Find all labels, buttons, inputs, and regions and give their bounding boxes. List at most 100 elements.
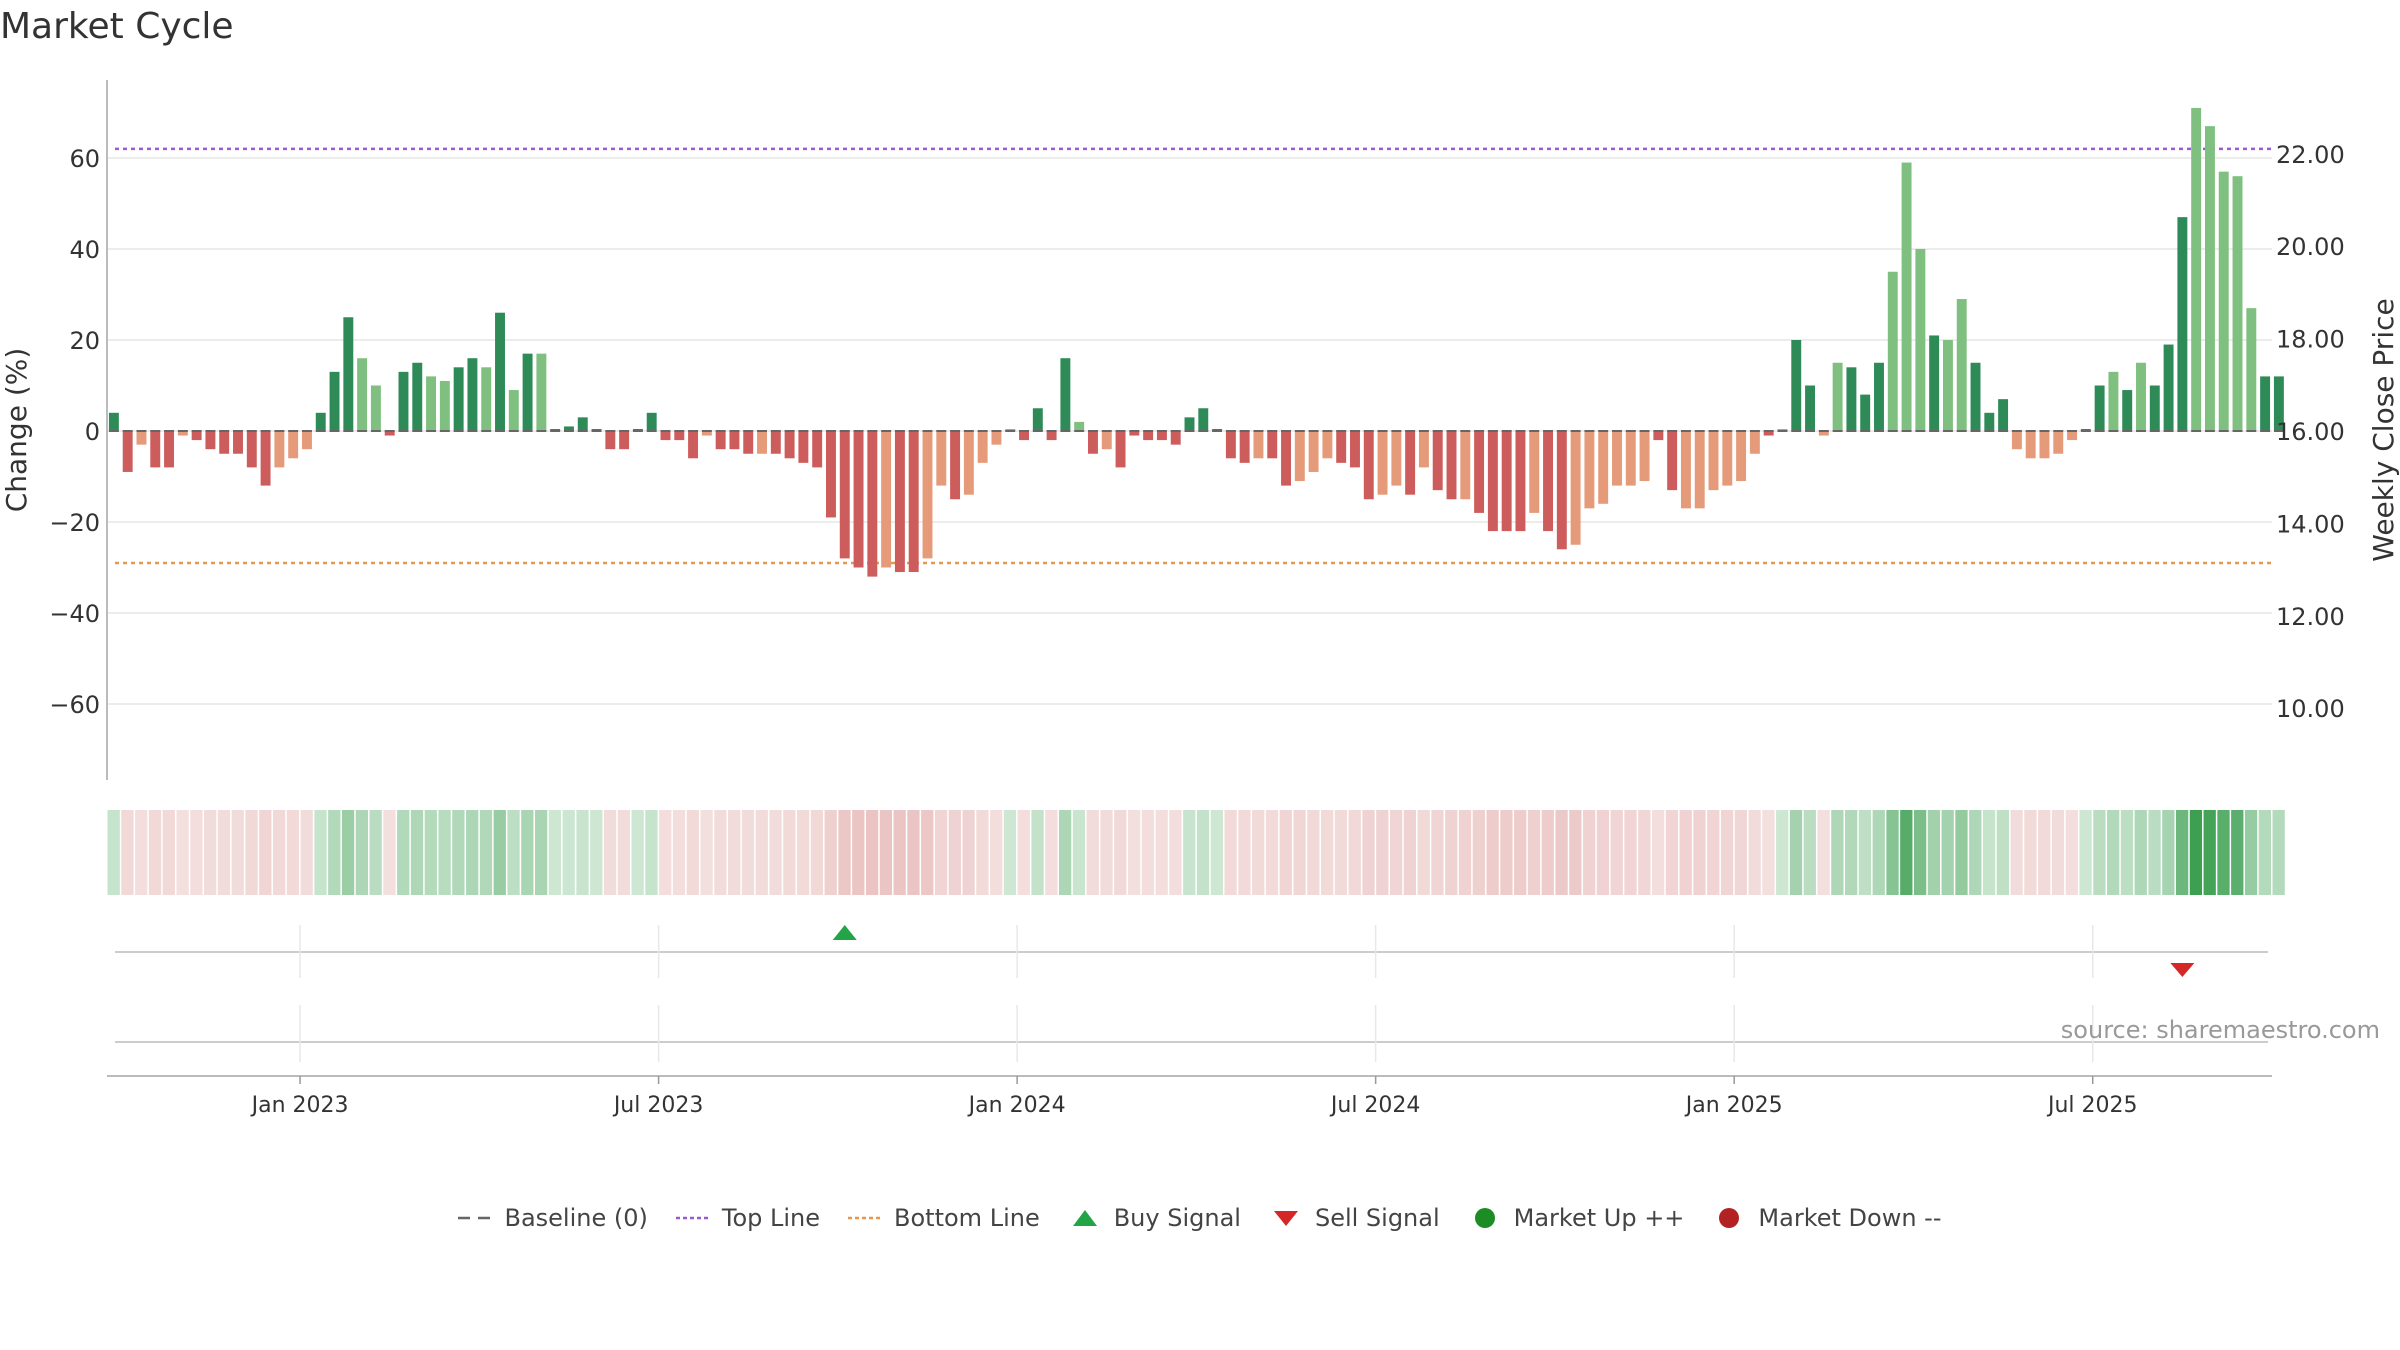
bar xyxy=(1942,340,1953,431)
y-tick-label: 0 xyxy=(85,418,100,446)
bar xyxy=(2246,308,2257,431)
bar xyxy=(453,367,464,431)
bar xyxy=(1239,431,1250,463)
bar xyxy=(2218,171,2229,431)
strip-cell xyxy=(631,810,644,895)
bar xyxy=(2273,376,2284,431)
strip-cell xyxy=(934,810,948,895)
bar xyxy=(1391,431,1402,486)
bar xyxy=(674,431,685,441)
y-axis-label: Change (%) xyxy=(0,348,33,513)
legend-label-buy: Buy Signal xyxy=(1113,1204,1241,1232)
x-tick-label: Jan 2025 xyxy=(1684,1093,1783,1118)
strip-cell xyxy=(2120,810,2134,895)
bar xyxy=(1281,431,1291,486)
strip-cell xyxy=(2272,810,2285,895)
y2-tick-label: 10.00 xyxy=(2276,695,2345,723)
strip-cell xyxy=(1514,810,1527,895)
bar xyxy=(1970,362,1981,431)
bar xyxy=(150,431,161,468)
bar xyxy=(1074,421,1085,431)
bar xyxy=(219,431,230,454)
strip-cell xyxy=(1982,810,1996,895)
bar xyxy=(288,431,299,459)
bar xyxy=(1405,431,1416,495)
bar xyxy=(2011,431,2022,450)
bar xyxy=(1956,299,1967,431)
bar xyxy=(1680,431,1691,509)
strip-cell xyxy=(383,810,396,895)
strip-cell xyxy=(1114,810,1127,895)
strip-cell xyxy=(452,810,465,895)
bar xyxy=(481,367,492,431)
strip-cell xyxy=(1224,810,1237,895)
bar xyxy=(329,371,340,431)
strip-cell xyxy=(231,810,244,895)
strip-cell xyxy=(576,810,589,895)
legend-label-sell: Sell Signal xyxy=(1314,1204,1440,1232)
strip-cell xyxy=(2134,810,2147,895)
bar xyxy=(1294,431,1305,482)
strip-cell xyxy=(1776,810,1789,895)
legend-label-baseline: Baseline (0) xyxy=(504,1204,648,1232)
strip-cell xyxy=(865,810,879,895)
strip-cell xyxy=(1596,810,1610,895)
strip-cell xyxy=(2065,810,2078,895)
bar xyxy=(894,431,905,573)
strip-cell xyxy=(1127,810,1141,895)
bar xyxy=(2149,385,2160,431)
bar xyxy=(315,412,326,431)
strip-cell xyxy=(700,810,713,895)
bar xyxy=(853,431,864,568)
bar xyxy=(191,431,202,441)
strip-cell xyxy=(1817,810,1830,895)
strip-cell xyxy=(438,810,451,895)
bar xyxy=(1832,362,1843,431)
strip-cell xyxy=(493,810,506,895)
bar xyxy=(812,431,823,468)
strip-cell xyxy=(1307,810,1320,895)
strip-cell xyxy=(728,810,741,895)
strip-cell xyxy=(1003,810,1017,895)
strip-cell xyxy=(479,810,493,895)
strip-cell xyxy=(948,810,961,895)
bar xyxy=(1377,431,1388,495)
bar xyxy=(1887,271,1898,431)
bar xyxy=(1115,431,1126,468)
strip-cell xyxy=(1031,810,1044,895)
strip-cell xyxy=(300,810,313,895)
bar xyxy=(839,431,850,559)
strip-cell xyxy=(548,810,562,895)
bar xyxy=(260,431,271,486)
strip-cell xyxy=(521,810,534,895)
strip-cell xyxy=(1803,810,1816,895)
bar xyxy=(2039,431,2050,459)
strip-cell xyxy=(1389,810,1403,895)
strip-cell xyxy=(1017,810,1030,895)
strip-cell xyxy=(259,810,272,895)
legend-swatch-down xyxy=(1719,1208,1740,1228)
y2-tick-label: 22.00 xyxy=(2276,141,2345,169)
bar xyxy=(1694,431,1705,509)
strip-cell xyxy=(1541,810,1554,895)
strip-cell xyxy=(976,810,989,895)
bar xyxy=(467,358,478,431)
x-tick-label: Jan 2023 xyxy=(250,1093,349,1118)
bar xyxy=(1556,431,1567,550)
bar xyxy=(1267,431,1278,459)
strip-cell xyxy=(810,810,824,895)
strip-cell xyxy=(1072,810,1086,895)
bar xyxy=(1487,431,1498,532)
strip-cell xyxy=(1045,810,1058,895)
bar xyxy=(1722,431,1733,486)
bar xyxy=(177,431,188,436)
strip-cell xyxy=(617,810,631,895)
bar xyxy=(1308,431,1319,472)
legend-item-down: Market Down -- xyxy=(1712,1204,1942,1232)
bar xyxy=(1474,431,1485,513)
strip-cell xyxy=(838,810,851,895)
strip-cell xyxy=(796,810,810,895)
bar xyxy=(1143,431,1154,441)
bar xyxy=(2122,390,2133,431)
